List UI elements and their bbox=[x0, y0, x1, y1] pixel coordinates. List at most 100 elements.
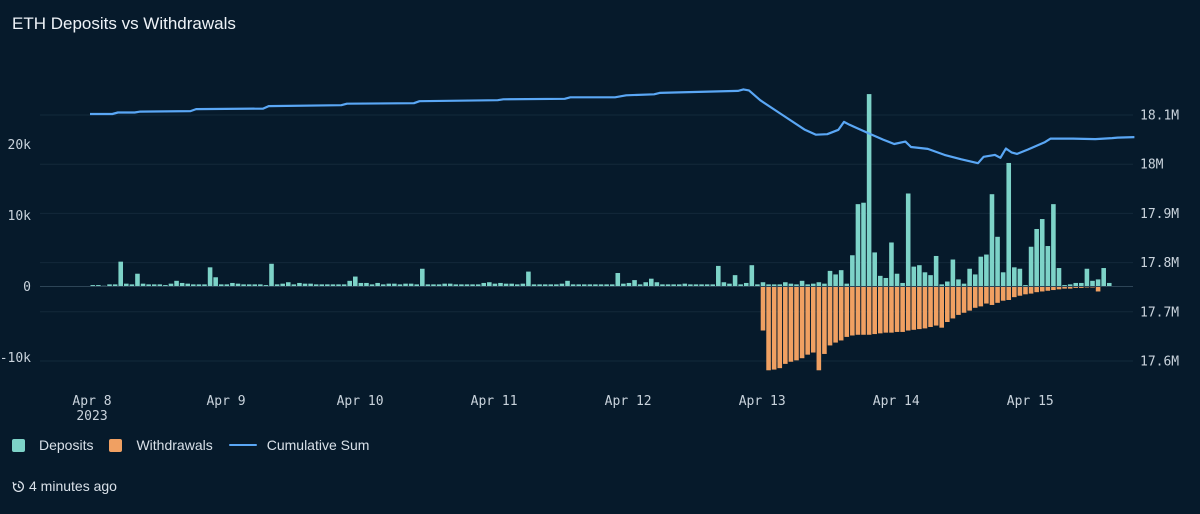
deposit-bar[interactable] bbox=[297, 282, 302, 287]
deposit-bar[interactable] bbox=[972, 274, 978, 287]
deposit-bar[interactable] bbox=[682, 283, 688, 287]
withdrawal-bar[interactable] bbox=[794, 286, 799, 361]
deposit-bar[interactable] bbox=[537, 284, 542, 287]
withdrawal-bar[interactable] bbox=[866, 286, 872, 335]
deposit-bar[interactable] bbox=[671, 284, 676, 287]
deposit-bar[interactable] bbox=[520, 283, 526, 287]
deposit-bar[interactable] bbox=[877, 275, 883, 287]
withdrawal-bar[interactable] bbox=[799, 286, 805, 359]
deposit-bar[interactable] bbox=[464, 284, 470, 287]
deposit-bar[interactable] bbox=[710, 284, 716, 287]
deposit-bar[interactable] bbox=[850, 255, 855, 287]
deposit-bar[interactable] bbox=[531, 284, 537, 287]
legend-item-deposits[interactable]: Deposits bbox=[12, 437, 93, 453]
deposit-bar[interactable] bbox=[783, 282, 788, 287]
deposit-bar[interactable] bbox=[844, 283, 850, 287]
deposit-bar[interactable] bbox=[961, 283, 967, 287]
withdrawal-bar[interactable] bbox=[978, 286, 984, 307]
withdrawal-bar[interactable] bbox=[805, 286, 810, 355]
deposit-bar[interactable] bbox=[258, 284, 263, 287]
withdrawal-bar[interactable] bbox=[911, 286, 917, 330]
deposit-bar[interactable] bbox=[263, 285, 269, 287]
deposit-bar[interactable] bbox=[313, 284, 319, 287]
withdrawal-bar[interactable] bbox=[1023, 286, 1028, 295]
withdrawal-bar[interactable] bbox=[850, 286, 855, 336]
deposit-bar[interactable] bbox=[408, 283, 414, 287]
deposit-bar[interactable] bbox=[447, 283, 453, 287]
deposit-bar[interactable] bbox=[1000, 272, 1006, 287]
deposit-bar[interactable] bbox=[151, 284, 157, 287]
deposit-bar[interactable] bbox=[1051, 204, 1056, 287]
deposit-bar[interactable] bbox=[548, 284, 554, 287]
deposit-bar[interactable] bbox=[498, 282, 503, 287]
deposit-bar[interactable] bbox=[330, 284, 336, 287]
deposit-bar[interactable] bbox=[956, 279, 961, 287]
deposit-bar[interactable] bbox=[325, 284, 330, 287]
deposit-bar[interactable] bbox=[135, 273, 140, 287]
deposit-bar[interactable] bbox=[1006, 162, 1012, 287]
deposit-bar[interactable] bbox=[526, 271, 531, 287]
deposit-bar[interactable] bbox=[124, 283, 129, 287]
deposit-bar[interactable] bbox=[799, 280, 805, 287]
deposit-bar[interactable] bbox=[503, 283, 509, 287]
deposit-bar[interactable] bbox=[386, 283, 392, 287]
deposit-bar[interactable] bbox=[570, 284, 576, 287]
deposit-bar[interactable] bbox=[727, 283, 732, 287]
deposit-bar[interactable] bbox=[470, 284, 475, 287]
deposit-bar[interactable] bbox=[90, 285, 96, 287]
deposit-bar[interactable] bbox=[425, 284, 431, 287]
withdrawal-bar[interactable] bbox=[1051, 286, 1056, 291]
deposit-bar[interactable] bbox=[224, 284, 230, 287]
deposit-bar[interactable] bbox=[1017, 268, 1023, 287]
deposit-bar[interactable] bbox=[285, 282, 291, 287]
deposit-bar[interactable] bbox=[358, 282, 364, 287]
deposit-bar[interactable] bbox=[704, 284, 710, 287]
deposit-bar[interactable] bbox=[414, 284, 420, 287]
deposit-bar[interactable] bbox=[1106, 282, 1112, 287]
deposit-bar[interactable] bbox=[129, 284, 135, 287]
deposit-bar[interactable] bbox=[883, 277, 889, 287]
withdrawal-bar[interactable] bbox=[905, 286, 911, 331]
deposit-bar[interactable] bbox=[900, 282, 905, 287]
deposit-bar[interactable] bbox=[872, 252, 877, 287]
deposit-bar[interactable] bbox=[760, 282, 766, 287]
withdrawal-bar[interactable] bbox=[1067, 286, 1073, 289]
deposit-bar[interactable] bbox=[118, 261, 124, 287]
withdrawal-bar[interactable] bbox=[928, 286, 933, 327]
deposit-bar[interactable] bbox=[1062, 285, 1067, 287]
deposit-bar[interactable] bbox=[749, 265, 755, 287]
withdrawal-bar[interactable] bbox=[833, 286, 838, 343]
withdrawal-bar[interactable] bbox=[1079, 286, 1084, 288]
deposit-bar[interactable] bbox=[576, 284, 581, 287]
deposit-bar[interactable] bbox=[1084, 268, 1090, 287]
deposit-bar[interactable] bbox=[380, 284, 386, 287]
deposit-bar[interactable] bbox=[755, 284, 760, 287]
withdrawal-bar[interactable] bbox=[1039, 286, 1045, 292]
deposit-bar[interactable] bbox=[743, 282, 749, 287]
deposit-bar[interactable] bbox=[866, 94, 872, 287]
deposit-bar[interactable] bbox=[436, 284, 442, 287]
deposit-bar[interactable] bbox=[632, 280, 637, 287]
cumulative-sum-line[interactable] bbox=[90, 88, 1135, 165]
withdrawal-bar[interactable] bbox=[783, 286, 788, 364]
withdrawal-bar[interactable] bbox=[1056, 286, 1062, 290]
deposit-bar[interactable] bbox=[302, 283, 308, 287]
deposit-bar[interactable] bbox=[369, 284, 375, 287]
deposit-bar[interactable] bbox=[341, 284, 347, 287]
deposit-bar[interactable] bbox=[911, 266, 917, 287]
deposit-bar[interactable] bbox=[1079, 282, 1084, 287]
withdrawal-bar[interactable] bbox=[855, 286, 861, 335]
deposit-bar[interactable] bbox=[581, 284, 587, 287]
deposit-bar[interactable] bbox=[347, 280, 352, 287]
deposit-bar[interactable] bbox=[509, 283, 514, 287]
deposit-bar[interactable] bbox=[1045, 246, 1051, 287]
deposit-bar[interactable] bbox=[939, 284, 944, 287]
deposit-bar[interactable] bbox=[950, 259, 956, 287]
deposit-bar[interactable] bbox=[392, 283, 397, 287]
deposit-bar[interactable] bbox=[1090, 280, 1095, 287]
deposit-bar[interactable] bbox=[609, 284, 615, 287]
deposit-bar[interactable] bbox=[336, 284, 341, 287]
withdrawal-bar[interactable] bbox=[933, 286, 939, 326]
withdrawal-bar[interactable] bbox=[922, 286, 928, 329]
deposit-bar[interactable] bbox=[716, 265, 721, 287]
